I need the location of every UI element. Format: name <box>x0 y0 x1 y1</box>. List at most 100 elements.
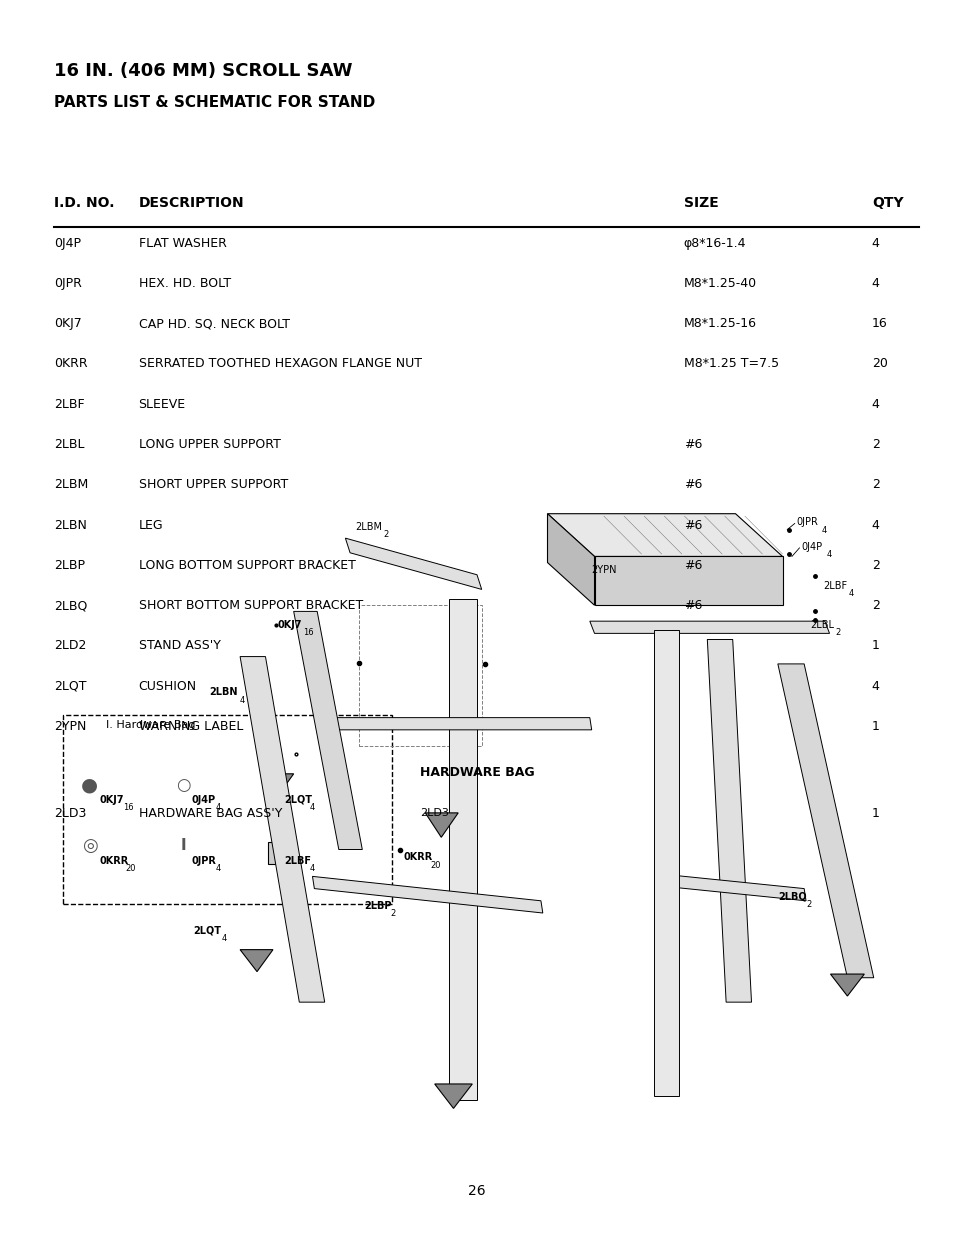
Text: ○: ○ <box>176 776 191 794</box>
Text: #6: #6 <box>683 519 701 531</box>
Text: #6: #6 <box>683 478 701 492</box>
Text: 2LBQ: 2LBQ <box>777 890 805 902</box>
Text: 2: 2 <box>871 599 879 613</box>
Polygon shape <box>335 718 591 730</box>
Text: M8*1.25-40: M8*1.25-40 <box>683 277 756 290</box>
Text: 0KRR: 0KRR <box>99 856 129 866</box>
Text: 0KJ7: 0KJ7 <box>54 317 82 330</box>
Text: 20: 20 <box>125 864 135 873</box>
Text: 0KJ7: 0KJ7 <box>277 620 302 630</box>
Text: 2LQT: 2LQT <box>284 794 312 804</box>
Text: 1: 1 <box>871 720 879 734</box>
Polygon shape <box>706 640 751 1002</box>
Text: #6: #6 <box>683 438 701 451</box>
Text: M8*1.25 T=7.5: M8*1.25 T=7.5 <box>683 357 779 370</box>
Text: 2YPN: 2YPN <box>54 720 86 734</box>
Text: 2YPN: 2YPN <box>591 564 617 576</box>
Polygon shape <box>653 630 679 1097</box>
Text: 2LQT: 2LQT <box>193 925 221 935</box>
Text: M8*1.25-16: M8*1.25-16 <box>683 317 756 330</box>
Text: 16 IN. (406 MM) SCROLL SAW: 16 IN. (406 MM) SCROLL SAW <box>54 62 352 80</box>
Text: 2LBL: 2LBL <box>810 620 834 630</box>
Polygon shape <box>268 774 294 792</box>
Text: 4: 4 <box>871 277 879 290</box>
Text: ●: ● <box>81 776 98 794</box>
Text: 4: 4 <box>310 864 314 873</box>
Text: HARDWARE BAG ASS'Y: HARDWARE BAG ASS'Y <box>138 806 282 820</box>
Text: 4: 4 <box>847 589 853 599</box>
Text: 2LQT: 2LQT <box>54 679 87 693</box>
Text: I.D. NO.: I.D. NO. <box>54 196 114 210</box>
Text: 2: 2 <box>834 629 840 637</box>
Text: 2: 2 <box>382 530 388 540</box>
Text: 4: 4 <box>871 237 879 249</box>
Text: 4: 4 <box>826 551 831 559</box>
Text: SLEEVE: SLEEVE <box>138 398 186 411</box>
Text: 2LBL: 2LBL <box>54 438 85 451</box>
Text: 0J4P: 0J4P <box>801 542 821 552</box>
Text: 16: 16 <box>123 803 134 813</box>
Polygon shape <box>547 514 781 557</box>
Text: 2LBF: 2LBF <box>54 398 85 411</box>
Text: LONG UPPER SUPPORT: LONG UPPER SUPPORT <box>138 438 280 451</box>
Text: #6: #6 <box>683 599 701 613</box>
Text: 2LD3: 2LD3 <box>54 806 86 820</box>
Text: 4: 4 <box>821 526 826 535</box>
Text: SERRATED TOOTHED HEXAGON FLANGE NUT: SERRATED TOOTHED HEXAGON FLANGE NUT <box>138 357 421 370</box>
Text: 4: 4 <box>240 695 245 705</box>
Polygon shape <box>313 877 542 913</box>
Text: PARTS LIST & SCHEMATIC FOR STAND: PARTS LIST & SCHEMATIC FOR STAND <box>54 95 375 110</box>
Text: SHORT UPPER SUPPORT: SHORT UPPER SUPPORT <box>138 478 288 492</box>
Text: 0J4P: 0J4P <box>191 794 215 804</box>
Text: 1: 1 <box>871 640 879 652</box>
Text: 0JPR: 0JPR <box>796 517 818 527</box>
Text: 0KRR: 0KRR <box>54 357 88 370</box>
Bar <box>359 605 481 746</box>
Polygon shape <box>777 664 873 978</box>
Text: 0J4P: 0J4P <box>54 237 81 249</box>
Text: 2LBF: 2LBF <box>284 856 311 866</box>
Text: 16: 16 <box>303 629 314 637</box>
Polygon shape <box>425 813 457 837</box>
Polygon shape <box>345 538 481 589</box>
Text: FLAT WASHER: FLAT WASHER <box>138 237 226 249</box>
Polygon shape <box>240 950 273 972</box>
Text: 2: 2 <box>871 478 879 492</box>
Text: 4: 4 <box>871 519 879 531</box>
Polygon shape <box>240 657 324 1002</box>
Text: 2: 2 <box>871 438 879 451</box>
Text: 2LBF: 2LBF <box>822 580 846 590</box>
Text: ◎: ◎ <box>82 837 97 855</box>
Bar <box>63 715 392 904</box>
Text: 0JPR: 0JPR <box>191 856 216 866</box>
Polygon shape <box>589 621 829 634</box>
Text: 2LBN: 2LBN <box>209 687 237 697</box>
Text: DESCRIPTION: DESCRIPTION <box>138 196 244 210</box>
Text: 2LBM: 2LBM <box>355 522 381 532</box>
Text: SIZE: SIZE <box>683 196 718 210</box>
Bar <box>268 842 289 864</box>
Polygon shape <box>547 514 594 605</box>
Text: 20: 20 <box>430 861 440 869</box>
Polygon shape <box>294 611 362 850</box>
Text: I: I <box>181 839 186 853</box>
Polygon shape <box>830 974 863 997</box>
Text: LEG: LEG <box>138 519 163 531</box>
Text: 4: 4 <box>871 679 879 693</box>
Text: 16: 16 <box>871 317 886 330</box>
Text: 4: 4 <box>871 398 879 411</box>
Text: 2: 2 <box>805 899 810 909</box>
Polygon shape <box>435 1084 472 1108</box>
Text: 2: 2 <box>871 559 879 572</box>
Text: HEX. HD. BOLT: HEX. HD. BOLT <box>138 277 231 290</box>
Text: 2LBN: 2LBN <box>54 519 87 531</box>
Text: 4: 4 <box>310 803 314 813</box>
Text: 2: 2 <box>390 909 395 919</box>
Text: 26: 26 <box>468 1183 485 1198</box>
Text: 2LBM: 2LBM <box>54 478 88 492</box>
Text: 4: 4 <box>215 864 221 873</box>
Text: SHORT BOTTOM SUPPORT BRACKET: SHORT BOTTOM SUPPORT BRACKET <box>138 599 362 613</box>
Text: 0KJ7: 0KJ7 <box>99 794 124 804</box>
Text: 2LBP: 2LBP <box>54 559 85 572</box>
Text: 4: 4 <box>221 934 226 942</box>
